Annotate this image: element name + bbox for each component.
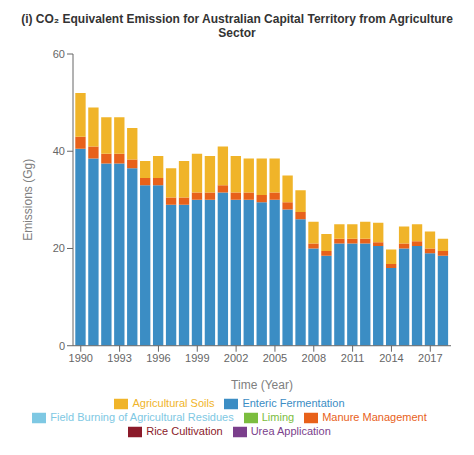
html-text:Field Burning of Agricultural: Field Burning of Agricultural Residues xyxy=(50,410,234,423)
svg-text:2011: 2011 xyxy=(341,352,365,364)
svg-text:2005: 2005 xyxy=(263,352,287,364)
svg-text:60: 60 xyxy=(53,48,65,60)
html-text:(i) CO₂ Equivalent Emission fo: (i) CO₂ Equivalent Emission for Australi… xyxy=(21,12,453,40)
svg-text:2017: 2017 xyxy=(418,352,442,364)
svg-text:1993: 1993 xyxy=(107,352,131,364)
svg-text:0: 0 xyxy=(59,340,65,352)
html-text:Enteric Fermentation: Enteric Fermentation xyxy=(242,396,345,409)
html-text:Urea Application: Urea Application xyxy=(250,424,331,437)
svg-text:1990: 1990 xyxy=(69,352,93,364)
svg-text:Emissions (Gg): Emissions (Gg) xyxy=(21,159,35,241)
svg-text:2002: 2002 xyxy=(224,352,248,364)
svg-text:20: 20 xyxy=(53,242,65,254)
svg-text:1999: 1999 xyxy=(185,352,209,364)
svg-text:2008: 2008 xyxy=(302,352,326,364)
svg-text:1996: 1996 xyxy=(146,352,170,364)
svg-text:Time (Year): Time (Year) xyxy=(231,378,293,392)
html-text:Agricultural Soils: Agricultural Soils xyxy=(132,396,215,409)
html-text:Rice Cultivation: Rice Cultivation xyxy=(146,424,223,437)
svg-text:2014: 2014 xyxy=(379,352,403,364)
html-text:Manure Management: Manure Management xyxy=(322,410,427,423)
svg-text:40: 40 xyxy=(53,145,65,157)
html-text:Liming: Liming xyxy=(261,410,295,423)
